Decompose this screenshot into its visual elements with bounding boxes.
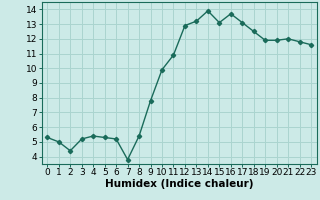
X-axis label: Humidex (Indice chaleur): Humidex (Indice chaleur) <box>105 179 253 189</box>
